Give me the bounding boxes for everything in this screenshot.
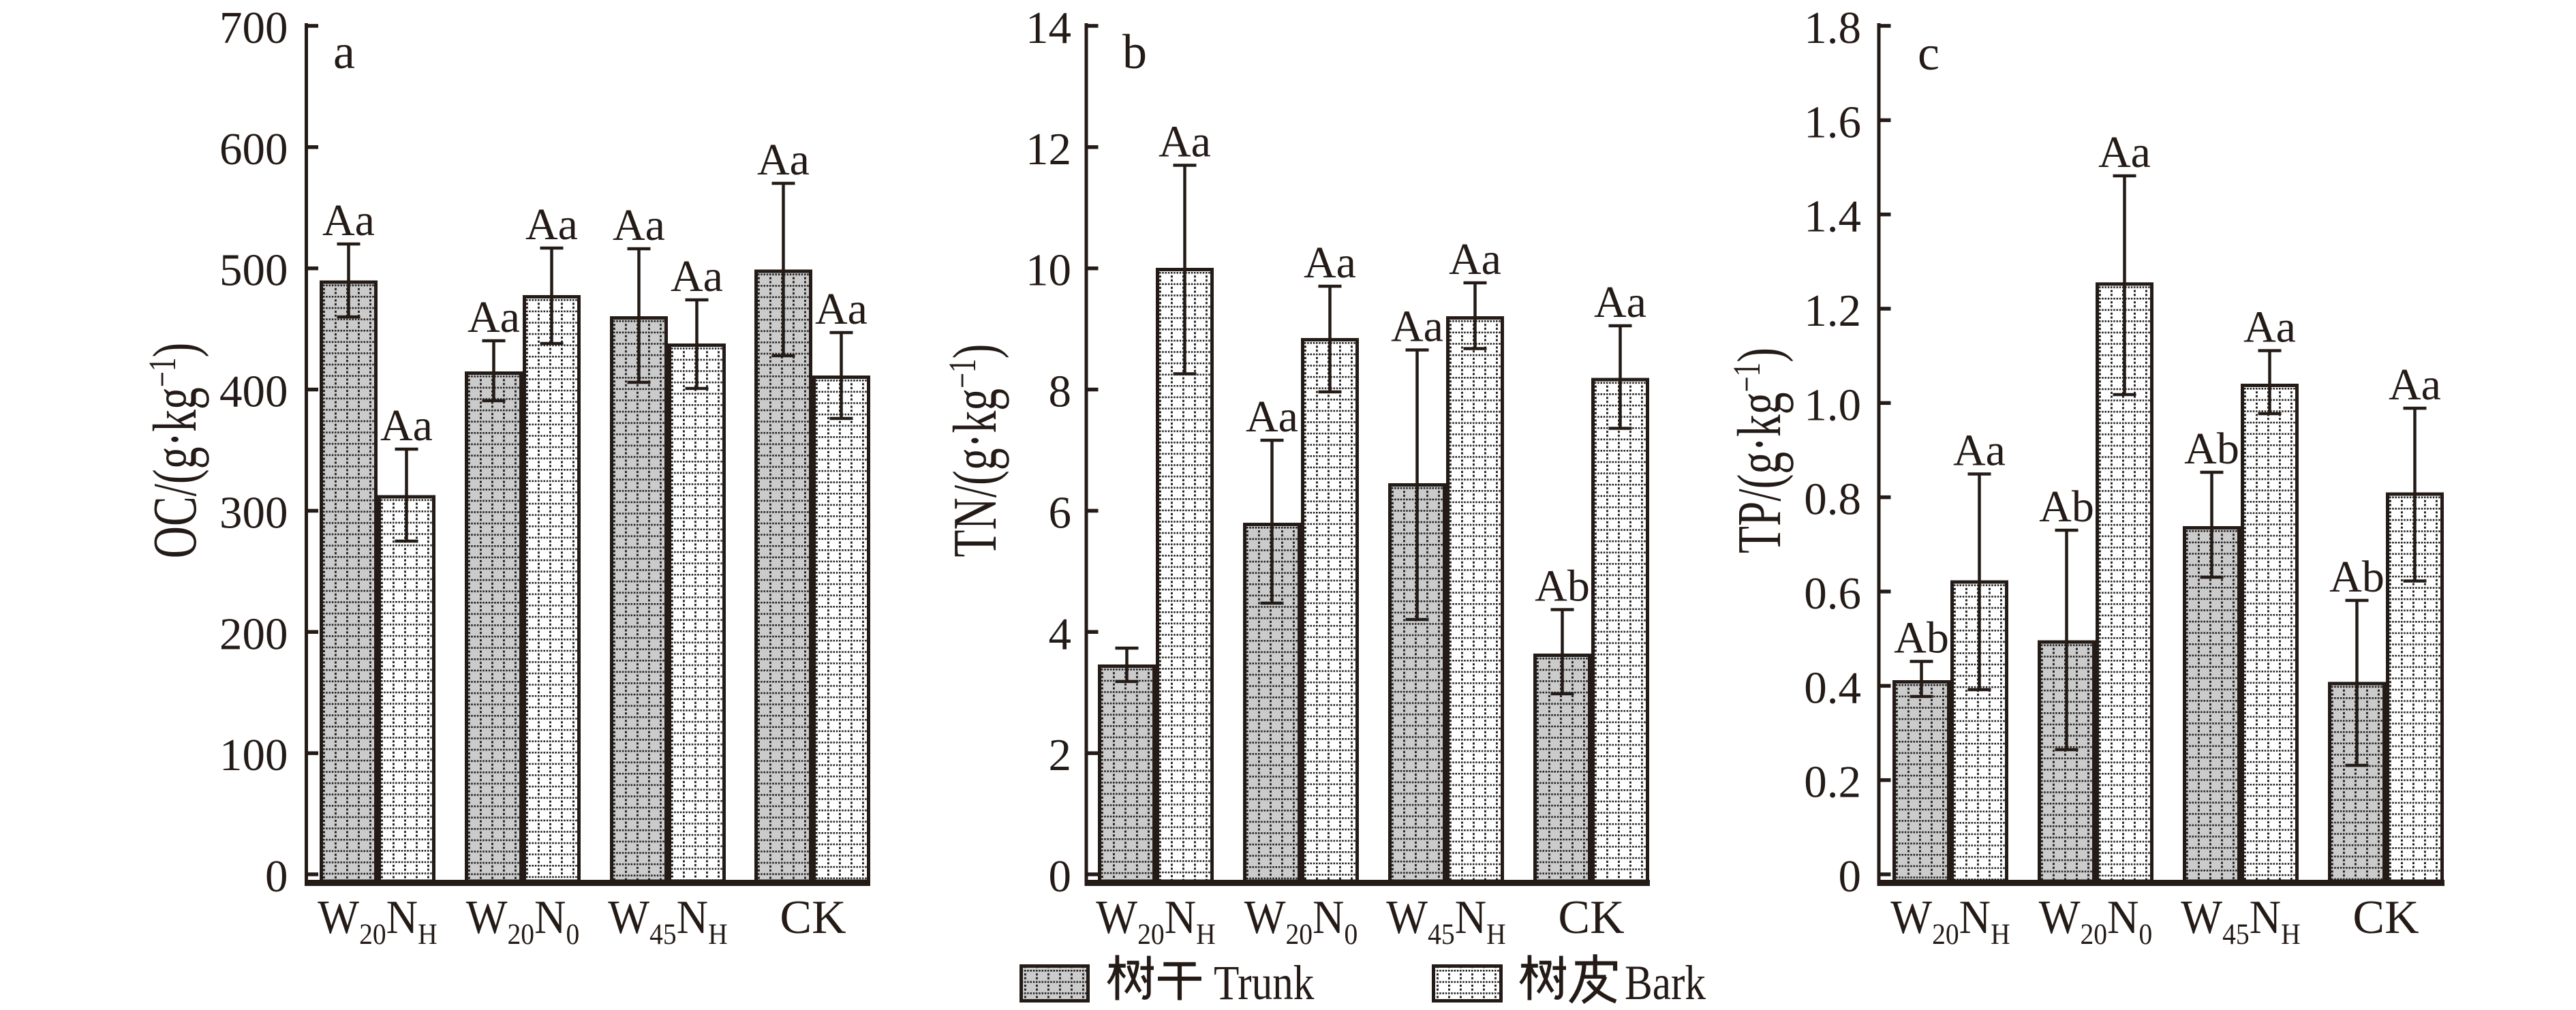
svg-text:W45NH: W45NH: [1386, 891, 1505, 951]
svg-text:Ab: Ab: [1894, 613, 1949, 663]
svg-text:500: 500: [219, 245, 288, 296]
svg-text:b: b: [1122, 25, 1147, 79]
svg-text:1.6: 1.6: [1804, 97, 1861, 147]
svg-text:1.2: 1.2: [1804, 286, 1861, 336]
svg-text:Aa: Aa: [380, 401, 433, 450]
svg-text:0.6: 0.6: [1804, 568, 1861, 619]
svg-text:8: 8: [1049, 367, 1072, 417]
svg-text:Ab: Ab: [1535, 562, 1590, 611]
svg-text:c: c: [1918, 26, 1939, 80]
svg-text:600: 600: [219, 124, 288, 174]
svg-text:Ab: Ab: [2039, 482, 2094, 532]
svg-text:0.8: 0.8: [1804, 474, 1861, 525]
svg-text:W20NH: W20NH: [318, 891, 437, 951]
svg-text:Aa: Aa: [525, 200, 578, 249]
svg-text:Aa: Aa: [815, 284, 868, 334]
svg-text:Aa: Aa: [1449, 234, 1501, 284]
svg-text:Aa: Aa: [1159, 117, 1211, 167]
svg-text:CK: CK: [2352, 891, 2419, 944]
svg-text:0.2: 0.2: [1804, 757, 1861, 808]
svg-text:4: 4: [1049, 609, 1072, 659]
svg-text:Trunk: Trunk: [1214, 955, 1315, 1010]
svg-text:a: a: [333, 25, 355, 79]
svg-text:Aa: Aa: [1246, 392, 1298, 442]
svg-text:Aa: Aa: [322, 196, 375, 245]
svg-text:Aa: Aa: [2098, 127, 2151, 177]
svg-text:Aa: Aa: [1594, 277, 1646, 327]
svg-text:0.4: 0.4: [1804, 662, 1861, 713]
svg-text:CK: CK: [780, 891, 846, 944]
svg-text:1.8: 1.8: [1804, 3, 1861, 53]
svg-text:W20N0: W20N0: [1244, 891, 1358, 951]
svg-text:700: 700: [219, 3, 288, 53]
svg-text:Aa: Aa: [757, 135, 810, 185]
svg-text:Aa: Aa: [1953, 426, 2006, 476]
svg-text:Aa: Aa: [1304, 238, 1356, 288]
svg-text:0: 0: [1839, 851, 1862, 902]
svg-text:Aa: Aa: [2389, 360, 2441, 410]
svg-text:1.4: 1.4: [1804, 192, 1861, 242]
svg-text:Bark: Bark: [1625, 955, 1706, 1010]
svg-text:Aa: Aa: [1391, 302, 1443, 352]
svg-text:Aa: Aa: [613, 200, 665, 250]
svg-text:Ab: Ab: [2329, 552, 2385, 602]
svg-text:10: 10: [1026, 245, 1071, 296]
svg-text:0: 0: [1049, 851, 1072, 902]
svg-text:2: 2: [1049, 730, 1072, 780]
svg-text:1.0: 1.0: [1804, 380, 1861, 430]
svg-text:0: 0: [265, 851, 288, 902]
svg-text:Aa: Aa: [467, 292, 520, 342]
svg-text:200: 200: [219, 609, 288, 659]
svg-text:100: 100: [219, 730, 288, 780]
svg-text:CK: CK: [1558, 891, 1624, 944]
svg-text:300: 300: [219, 487, 288, 538]
svg-text:12: 12: [1026, 124, 1071, 174]
svg-text:400: 400: [219, 367, 288, 417]
svg-text:W20NH: W20NH: [1890, 891, 2010, 951]
svg-text:6: 6: [1049, 487, 1072, 538]
svg-text:Aa: Aa: [671, 251, 723, 301]
svg-text:Ab: Ab: [2184, 424, 2239, 474]
svg-text:Aa: Aa: [2243, 303, 2296, 352]
svg-text:14: 14: [1026, 3, 1071, 53]
